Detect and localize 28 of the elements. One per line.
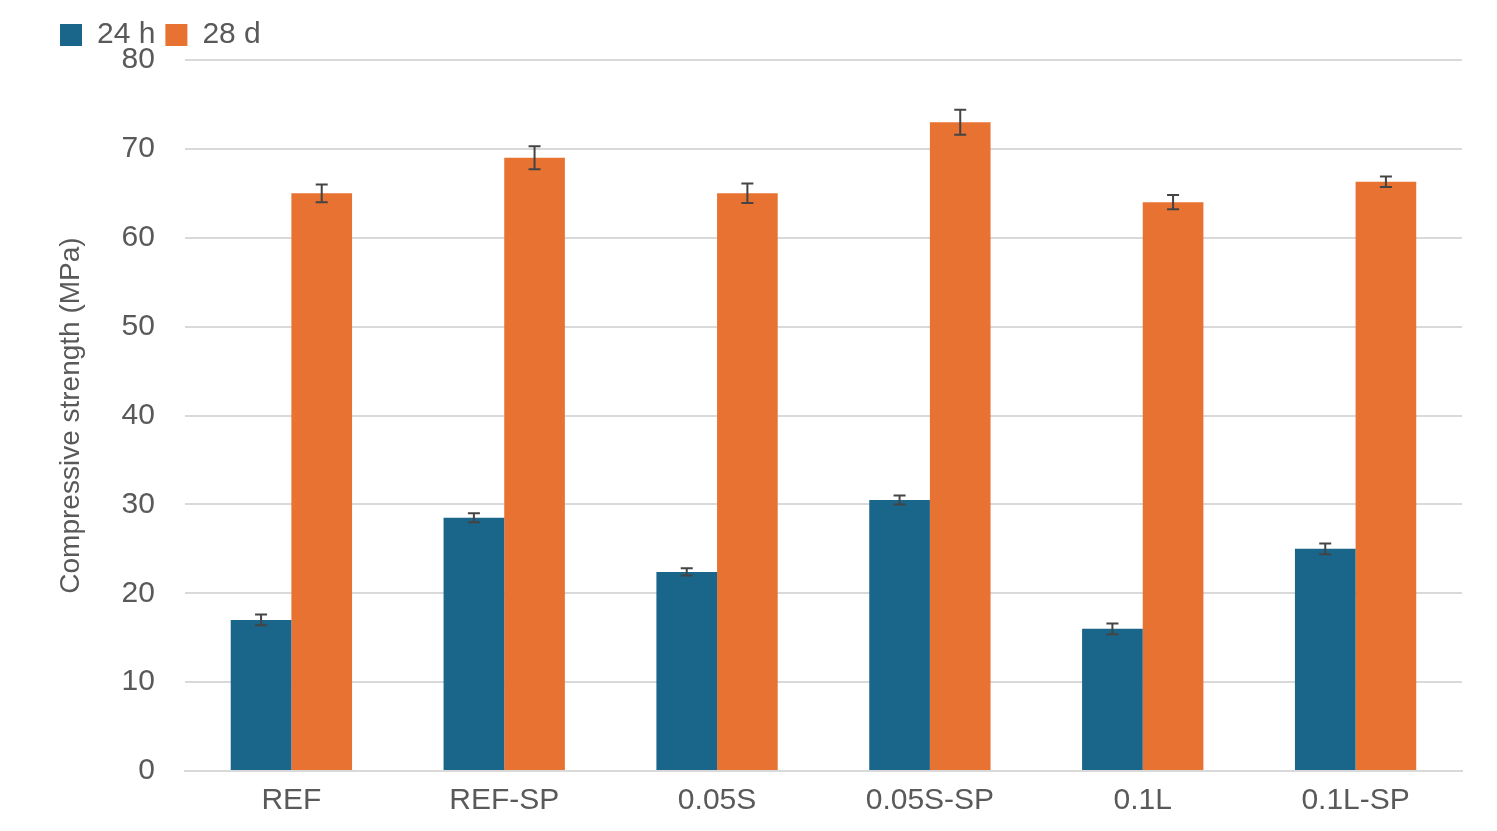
x-tick-label: REF xyxy=(261,782,322,816)
y-tick-label: 60 xyxy=(121,219,155,253)
bar xyxy=(717,193,778,770)
y-axis-title: Compressive strength (MPa) xyxy=(53,237,85,594)
y-tick-label: 10 xyxy=(121,663,155,697)
y-tick-label: 30 xyxy=(121,485,155,519)
bar xyxy=(656,571,718,770)
y-tick-label: 0 xyxy=(138,752,155,786)
bar xyxy=(1355,181,1417,770)
bar xyxy=(1142,202,1204,770)
bar xyxy=(504,157,565,770)
legend-label: 28 d xyxy=(202,16,261,50)
x-tick-label: REF-SP xyxy=(449,782,560,816)
bar xyxy=(1082,628,1143,770)
bar xyxy=(443,517,505,770)
x-tick-label: 0.05S-SP xyxy=(865,782,995,816)
bar xyxy=(1294,548,1356,770)
bar xyxy=(291,193,353,770)
x-tick-label: 0.1L-SP xyxy=(1301,782,1410,816)
y-tick-label: 20 xyxy=(121,574,155,608)
y-tick-label: 50 xyxy=(121,307,155,341)
bar xyxy=(869,499,930,770)
y-tick-label: 40 xyxy=(121,396,155,430)
x-tick-label: 0.1L xyxy=(1113,782,1172,816)
bar xyxy=(929,122,991,770)
y-tick-label: 70 xyxy=(121,130,155,164)
bar xyxy=(230,619,292,770)
x-tick-label: 0.05S xyxy=(677,782,757,816)
